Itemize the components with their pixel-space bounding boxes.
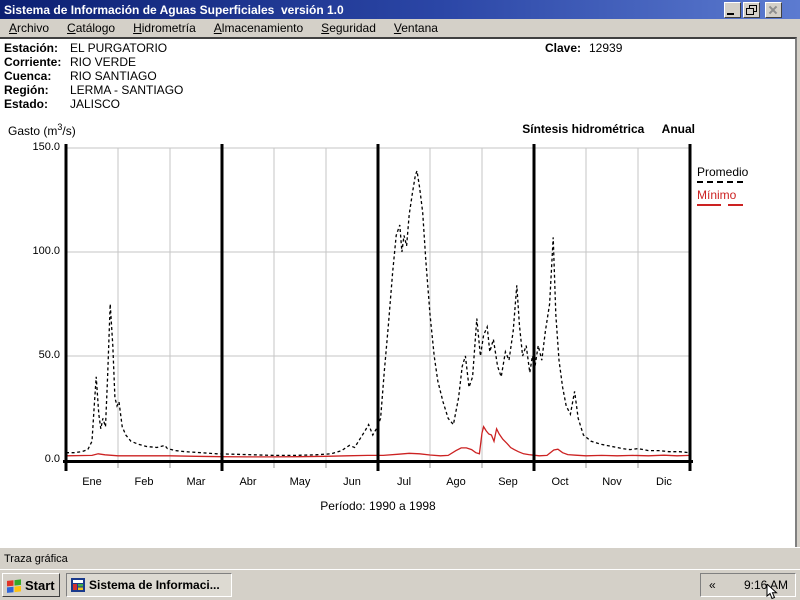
status-text: Traza gráfica <box>4 553 68 565</box>
info-value: EL PURGATORIO <box>70 41 168 55</box>
info-label: Corriente: <box>4 55 62 69</box>
menu-almacenamiento[interactable]: Almacenamiento <box>213 21 304 35</box>
legend-minimo-line-sample <box>697 204 748 206</box>
info-value: JALISCO <box>70 97 121 111</box>
legend-promedio-line-sample <box>697 181 743 183</box>
info-label: Cuenca: <box>4 69 52 83</box>
info-row-corriente: Corriente: RIO VERDE <box>4 55 183 69</box>
legend-promedio-label: Promedio <box>697 165 749 179</box>
info-row-clave: Clave: 12939 <box>545 41 622 55</box>
tray-expand-chevron[interactable]: « <box>709 578 716 592</box>
close-button[interactable] <box>765 2 782 18</box>
info-row-region: Región: LERMA - SANTIAGO <box>4 83 183 97</box>
taskbar-clock: 9:16 AM <box>743 578 788 592</box>
menu-archivo[interactable]: Archivo <box>9 21 50 35</box>
chart-mode: Anual <box>661 122 695 136</box>
start-button[interactable]: Start <box>2 573 60 597</box>
menu-ventana[interactable]: Ventana <box>393 21 438 35</box>
close-icon <box>769 6 777 14</box>
info-value: 12939 <box>589 41 623 55</box>
station-info: Estación: EL PURGATORIO Corriente: RIO V… <box>4 41 183 111</box>
menu-hidrometria[interactable]: Hidrometría <box>133 21 196 35</box>
title-bar: Sistema de Información de Aguas Superfic… <box>0 0 800 19</box>
period-caption: Período: 1990 a 1998 <box>320 499 436 513</box>
menu-seguridad[interactable]: Seguridad <box>321 21 376 35</box>
minimize-button[interactable] <box>724 2 741 18</box>
windows-logo-icon <box>7 578 21 593</box>
info-label: Región: <box>4 83 49 97</box>
client-area <box>0 37 797 547</box>
system-tray: « 9:16 AM <box>700 573 796 597</box>
taskbar: Start Sistema de Informaci... « 9:16 AM <box>0 569 800 600</box>
info-value: RIO VERDE <box>70 55 137 69</box>
chart-header: Síntesis hidrométrica Anual <box>430 122 695 136</box>
info-label: Clave: <box>545 41 582 55</box>
mouse-cursor <box>766 584 778 600</box>
info-row-cuenca: Cuenca: RIO SANTIAGO <box>4 69 183 83</box>
task-label: Sistema de Informaci... <box>89 578 220 592</box>
minimize-icon <box>727 13 734 15</box>
restore-button[interactable] <box>743 2 760 18</box>
chart-title: Síntesis hidrométrica <box>522 122 645 136</box>
info-label: Estación: <box>4 41 59 55</box>
chart-legend: Promedio Mínimo <box>697 166 748 206</box>
start-label: Start <box>25 577 55 593</box>
y-axis-title: Gasto (m3/s) <box>8 122 76 138</box>
info-label: Estado: <box>4 97 49 111</box>
window-title: Sistema de Información de Aguas Superfic… <box>4 2 344 17</box>
info-value: LERMA - SANTIAGO <box>70 83 184 97</box>
menu-catalogo[interactable]: Catálogo <box>67 21 116 35</box>
status-bar: Traza gráfica <box>0 547 800 570</box>
app-icon <box>71 578 85 592</box>
info-value: RIO SANTIAGO <box>70 69 157 83</box>
legend-minimo-label: Mínimo <box>697 188 737 202</box>
window-controls <box>724 2 782 18</box>
taskbar-task-button[interactable]: Sistema de Informaci... <box>66 573 232 597</box>
info-row-estacion: Estación: EL PURGATORIO <box>4 41 183 55</box>
menu-bar: Archivo Catálogo Hidrometría Almacenamie… <box>0 19 800 37</box>
info-row-estado: Estado: JALISCO <box>4 97 183 111</box>
